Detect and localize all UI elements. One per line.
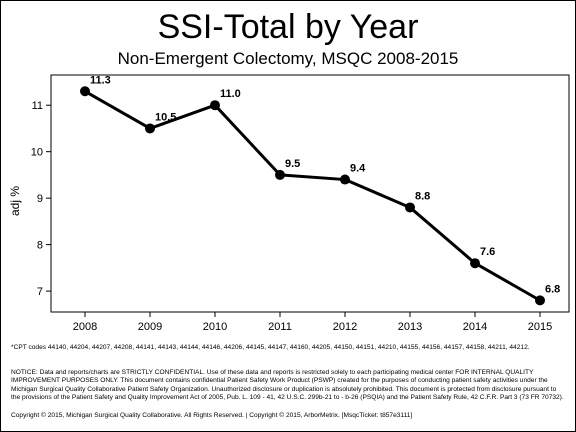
y-tick-label: 7 <box>37 286 43 298</box>
x-tick-label: 2010 <box>203 321 227 333</box>
y-tick-label: 11 <box>32 100 43 112</box>
data-point <box>405 202 415 213</box>
chart-title: SSI-Total by Year <box>157 8 419 46</box>
data-point <box>210 100 220 111</box>
y-tick-label: 10 <box>31 147 43 159</box>
data-point <box>80 86 90 97</box>
x-tick-label: 2015 <box>528 321 552 333</box>
x-tick-label: 2012 <box>333 321 357 333</box>
data-point <box>275 169 285 180</box>
data-label: 11.3 <box>90 74 111 86</box>
y-tick-label: 9 <box>37 193 43 205</box>
y-axis-label: adj % <box>8 186 22 216</box>
x-tick-label: 2013 <box>398 321 422 333</box>
data-label: 8.8 <box>415 190 430 202</box>
data-label: 10.5 <box>155 111 176 123</box>
plot-area-border <box>50 74 570 313</box>
chart-data-labels: 11.3 10.5 11.0 9.5 9.4 8.8 7.6 6.8 <box>90 74 560 295</box>
data-label: 6.8 <box>545 283 560 295</box>
y-tick-label: 8 <box>37 240 43 252</box>
series-line <box>84 89 541 302</box>
data-label: 9.5 <box>285 158 300 170</box>
chart-series <box>80 86 545 306</box>
x-tick-label: 2009 <box>138 321 162 333</box>
data-point <box>535 295 545 306</box>
chart-axes <box>50 74 570 313</box>
data-label: 9.4 <box>350 163 366 175</box>
data-point <box>470 258 480 269</box>
x-tick-label: 2014 <box>463 321 487 333</box>
data-point <box>340 174 350 185</box>
chart-subtitle: Non-Emergent Colectomy, MSQC 2008-2015 <box>117 49 459 68</box>
data-point <box>145 123 155 134</box>
data-label: 11.0 <box>220 88 241 100</box>
chart-ticks: 7 8 9 10 11 2008 2009 2010 2011 2012 2013 2014 2015 <box>31 100 552 333</box>
cpt-codes-footnote: *CPT codes 44140, 44204, 44207, 44208, 4… <box>11 344 530 351</box>
x-tick-label: 2008 <box>73 321 97 333</box>
confidentiality-notice: NOTICE: Data and reports/charts are STRI… <box>11 369 564 402</box>
copyright-notice: Copyright © 2015, Michigan Surgical Qual… <box>11 412 413 419</box>
data-label: 7.6 <box>480 246 495 258</box>
x-tick-label: 2011 <box>268 321 292 333</box>
